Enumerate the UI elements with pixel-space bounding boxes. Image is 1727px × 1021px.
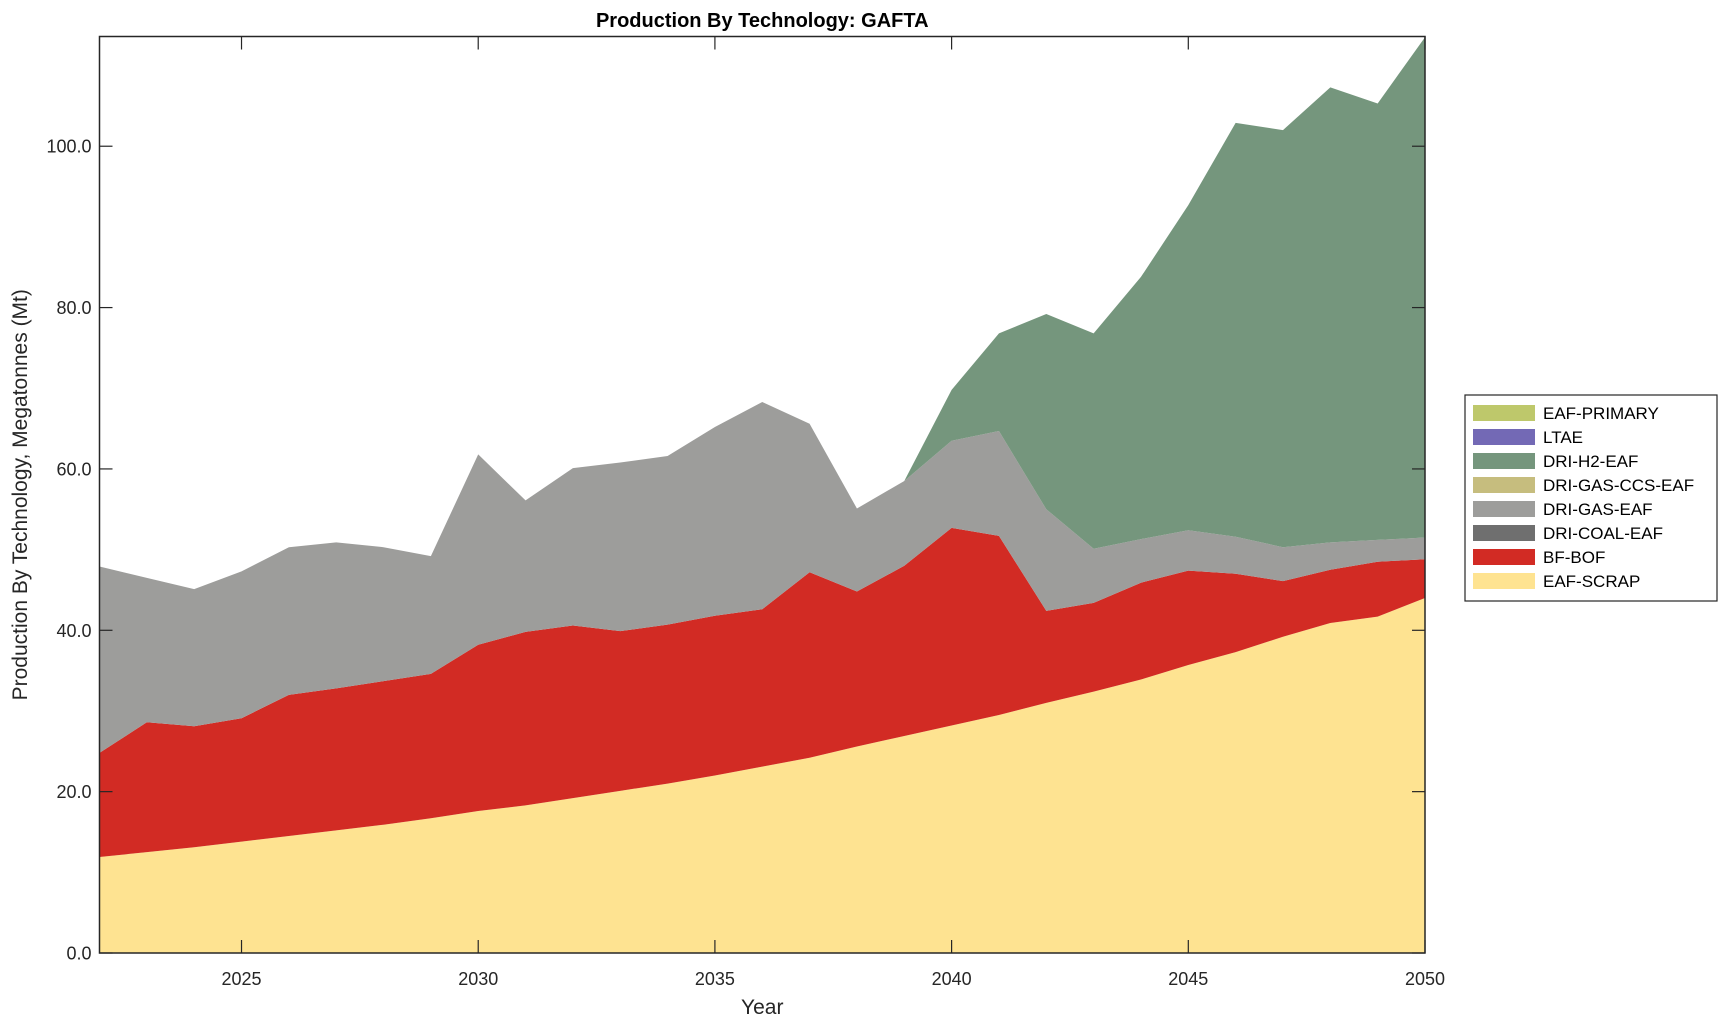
y-tick-label: 60.0 <box>56 459 91 479</box>
legend-swatch <box>1473 429 1535 445</box>
legend-label: EAF-SCRAP <box>1543 572 1640 591</box>
y-tick-label: 0.0 <box>66 944 91 964</box>
area-dri-h2-eaf <box>99 37 1425 590</box>
legend-label: DRI-COAL-EAF <box>1543 524 1663 543</box>
legend-label: DRI-GAS-EAF <box>1543 500 1653 519</box>
axis-ticks: 2025 2030 2035 2040 2045 2050 0.0 20.0 40.0 60.0 8… <box>46 36 1445 989</box>
legend-label: DRI-GAS-CCS-EAF <box>1543 476 1694 495</box>
legend-swatch <box>1473 453 1535 469</box>
x-axis-label: Year <box>741 996 783 1019</box>
legend-label: DRI-H2-EAF <box>1543 452 1638 471</box>
area-layers <box>99 37 1425 953</box>
legend-label: LTAE <box>1543 428 1583 447</box>
legend-item-bf-bof: BF-BOF <box>1473 548 1605 567</box>
legend-item-dri-coal-eaf: DRI-COAL-EAF <box>1473 524 1663 543</box>
y-tick-label: 40.0 <box>56 621 91 641</box>
area-dri-gas-eaf <box>99 401 1425 753</box>
legend-box <box>1464 394 1718 602</box>
legend-label: EAF-PRIMARY <box>1543 404 1659 423</box>
legend-swatch <box>1473 477 1535 493</box>
legend-swatch <box>1473 525 1535 541</box>
x-tick-label: 2035 <box>695 969 735 989</box>
legend-label: BF-BOF <box>1543 548 1605 567</box>
legend-item-eaf-scrap: EAF-SCRAP <box>1473 572 1640 591</box>
x-tick-label: 2050 <box>1405 969 1445 989</box>
x-tick-label: 2045 <box>1168 969 1208 989</box>
chart-title: Production By Technology: GAFTA <box>596 10 929 32</box>
legend: EAF-PRIMARY LTAE DRI-H2-EAF DRI-GAS-CCS-EAF… <box>1464 394 1718 602</box>
axes-box <box>98 35 1426 954</box>
y-tick-label: 100.0 <box>46 137 91 157</box>
area-eaf-scrap <box>99 598 1425 953</box>
y-axis-label: Production By Technology, Megatonnes (Mt… <box>9 289 32 700</box>
legend-item-ltae: LTAE <box>1473 428 1583 447</box>
x-tick-label: 2040 <box>932 969 972 989</box>
legend-item-dri-gas-ccs-eaf: DRI-GAS-CCS-EAF <box>1473 476 1694 495</box>
x-tick-label: 2030 <box>458 969 498 989</box>
legend-swatch <box>1473 573 1535 589</box>
legend-swatch <box>1473 501 1535 517</box>
area-bf-bof <box>99 527 1425 857</box>
y-tick-label: 20.0 <box>56 782 91 802</box>
legend-swatch <box>1473 405 1535 421</box>
legend-item-dri-h2-eaf: DRI-H2-EAF <box>1473 452 1638 471</box>
legend-item-dri-gas-eaf: DRI-GAS-EAF <box>1473 500 1653 519</box>
legend-item-eaf-primary: EAF-PRIMARY <box>1473 404 1659 423</box>
x-tick-label: 2025 <box>221 969 261 989</box>
y-tick-label: 80.0 <box>56 298 91 318</box>
legend-swatch <box>1473 549 1535 565</box>
